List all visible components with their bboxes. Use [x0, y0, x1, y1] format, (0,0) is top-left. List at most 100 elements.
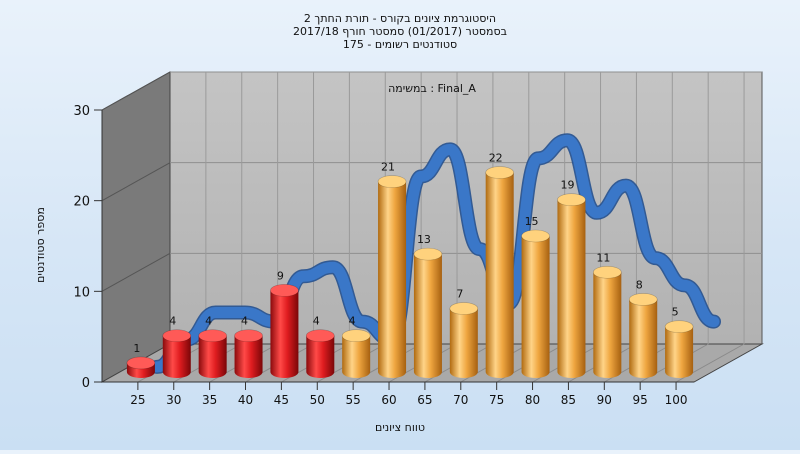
bar-value-label: 8: [636, 278, 643, 291]
x-tick-label: 30: [166, 393, 181, 407]
bar-100: [664, 320, 694, 378]
bar-body: [593, 272, 622, 378]
bar-value-label: 5: [672, 306, 679, 319]
side-gridline: [101, 162, 171, 202]
bar-45: [270, 284, 299, 378]
bar-top: [485, 166, 514, 179]
bar-50: [306, 329, 335, 378]
x-tick-label: 75: [489, 393, 504, 407]
trend-ribbon: [151, 134, 720, 373]
bar-value-label: 4: [205, 315, 212, 328]
bar-value-label: 7: [456, 288, 463, 301]
bar-value-label: 4: [169, 315, 176, 328]
bar-body: [378, 181, 407, 378]
bar-top: [198, 329, 227, 343]
bar-body: [342, 335, 371, 378]
x-tick-label: 95: [633, 393, 648, 407]
x-tick-label: 65: [417, 393, 432, 407]
bar-top: [377, 175, 407, 188]
x-tick-label: 35: [202, 393, 217, 407]
bar-value-label: 21: [381, 161, 395, 174]
bar-85: [557, 193, 586, 378]
bar-body: [521, 236, 550, 378]
task-annotation: במשימה : Final_A: [388, 82, 476, 95]
bar-25: [126, 356, 156, 378]
bar-35: [198, 329, 227, 378]
x-tick-label: 50: [310, 393, 325, 407]
label-layer: 1 4 4 4 9 4 4 21 13 7 22 15 19 11 8 5: [133, 152, 678, 355]
side-gridline: [101, 71, 171, 111]
chart-title-line-3: סטודנטים רשומים - 175: [343, 38, 457, 51]
bar-value-label: 22: [489, 152, 503, 165]
bar-body: [629, 299, 658, 378]
bar-value-label: 4: [349, 315, 356, 328]
x-axis-title: טווח ציונים: [375, 421, 425, 434]
bar-top: [162, 329, 192, 343]
bar-layer: [126, 166, 694, 378]
x-tick-label: 40: [238, 393, 253, 407]
bar-75: [485, 166, 514, 378]
bar-top: [341, 329, 371, 343]
y-tick-label: 20: [73, 195, 90, 210]
x-tick-label: 85: [561, 393, 576, 407]
bar-top: [306, 329, 335, 343]
bar-95: [628, 293, 658, 378]
bar-body: [234, 335, 263, 378]
y-axis-title: מספר סטודנטים: [34, 207, 47, 283]
bar-body: [413, 254, 442, 378]
side-gridline: [101, 252, 171, 292]
bar-body: [162, 335, 191, 378]
y-tick-label: 0: [82, 376, 90, 391]
bar-body: [485, 172, 514, 378]
x-tick-label: 100: [665, 393, 688, 407]
chart-title-line-2: בסמסטר (01/2017) סמסטר חורף 2017/18: [293, 25, 507, 38]
bar-65: [413, 247, 443, 378]
bar-top: [628, 293, 658, 306]
x-tick-label: 25: [130, 393, 145, 407]
x-tick-label: 90: [597, 393, 612, 407]
chart-title-line-1: היסטוגרמת ציונים בקורס - תורת החתך 2: [304, 12, 496, 25]
bar-90: [593, 265, 622, 378]
bar-value-label: 13: [417, 233, 431, 246]
x-tick-label: 60: [381, 393, 396, 407]
bar-top: [664, 320, 694, 333]
bar-value-label: 4: [313, 315, 320, 328]
bar-top: [449, 302, 479, 315]
x-tick-label: 55: [346, 393, 361, 407]
bar-body: [665, 326, 694, 378]
plot-left-wall: [101, 71, 171, 383]
bar-top: [270, 284, 299, 297]
bar-value-label: 4: [241, 315, 248, 328]
bar-top: [593, 265, 622, 279]
bar-top: [413, 247, 443, 261]
bar-body: [449, 308, 478, 378]
bar-value-label: 9: [277, 269, 284, 282]
y-tick-label: 10: [73, 285, 90, 300]
trend-layer: [150, 133, 721, 374]
bar-body: [270, 290, 299, 378]
bar-body: [306, 335, 335, 378]
bar-value-label: 1: [133, 342, 140, 355]
bar-top: [234, 329, 263, 343]
x-tick-label: 80: [525, 393, 540, 407]
bar-value-label: 19: [560, 179, 574, 192]
y-tick-label: 30: [73, 104, 90, 119]
bar-body: [557, 199, 586, 378]
bar-60: [377, 175, 407, 378]
bar-value-label: 11: [596, 251, 610, 264]
bar-70: [449, 302, 479, 378]
x-tick-label: 70: [453, 393, 468, 407]
bar-top: [557, 193, 586, 207]
bar-40: [234, 329, 263, 378]
bar-30: [162, 329, 192, 378]
bar-value-label: 15: [525, 215, 539, 228]
bar-55: [341, 329, 371, 378]
bar-top: [126, 356, 156, 370]
bar-80: [521, 229, 550, 378]
bar-body: [198, 335, 227, 378]
bar-top: [521, 229, 550, 243]
x-tick-label: 45: [274, 393, 289, 407]
